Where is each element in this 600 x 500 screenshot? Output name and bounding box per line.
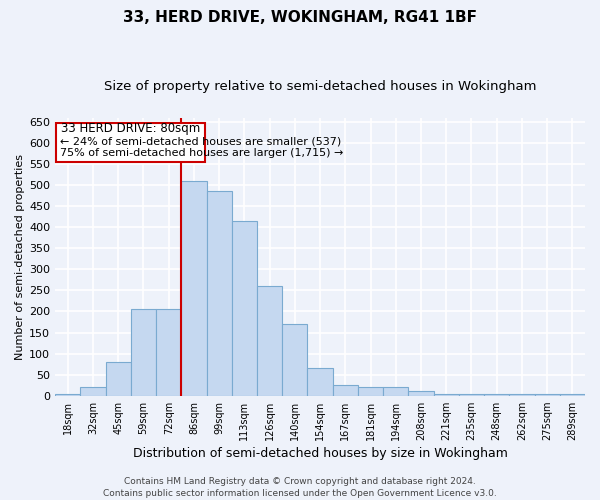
Bar	[535, 394, 560, 396]
Bar	[560, 394, 585, 396]
Bar	[307, 368, 332, 396]
Bar	[131, 310, 156, 396]
Bar	[434, 394, 459, 396]
Bar	[409, 390, 434, 396]
Bar	[55, 394, 80, 396]
Text: 33, HERD DRIVE, WOKINGHAM, RG41 1BF: 33, HERD DRIVE, WOKINGHAM, RG41 1BF	[123, 10, 477, 25]
Bar	[232, 221, 257, 396]
Bar	[80, 388, 106, 396]
Title: Size of property relative to semi-detached houses in Wokingham: Size of property relative to semi-detach…	[104, 80, 536, 93]
Bar	[332, 385, 358, 396]
Bar	[257, 286, 282, 396]
Y-axis label: Number of semi-detached properties: Number of semi-detached properties	[15, 154, 25, 360]
Text: 33 HERD DRIVE: 80sqm: 33 HERD DRIVE: 80sqm	[61, 122, 200, 135]
Bar	[156, 310, 181, 396]
Bar	[181, 181, 206, 396]
Bar	[106, 362, 131, 396]
Bar	[358, 388, 383, 396]
Bar	[282, 324, 307, 396]
Bar	[484, 394, 509, 396]
Bar	[509, 394, 535, 396]
Bar	[383, 388, 409, 396]
FancyBboxPatch shape	[56, 123, 205, 162]
Text: Contains HM Land Registry data © Crown copyright and database right 2024.
Contai: Contains HM Land Registry data © Crown c…	[103, 476, 497, 498]
Text: 75% of semi-detached houses are larger (1,715) →: 75% of semi-detached houses are larger (…	[60, 148, 344, 158]
Bar	[459, 394, 484, 396]
Text: ← 24% of semi-detached houses are smaller (537): ← 24% of semi-detached houses are smalle…	[60, 137, 341, 147]
Bar	[206, 192, 232, 396]
X-axis label: Distribution of semi-detached houses by size in Wokingham: Distribution of semi-detached houses by …	[133, 447, 508, 460]
